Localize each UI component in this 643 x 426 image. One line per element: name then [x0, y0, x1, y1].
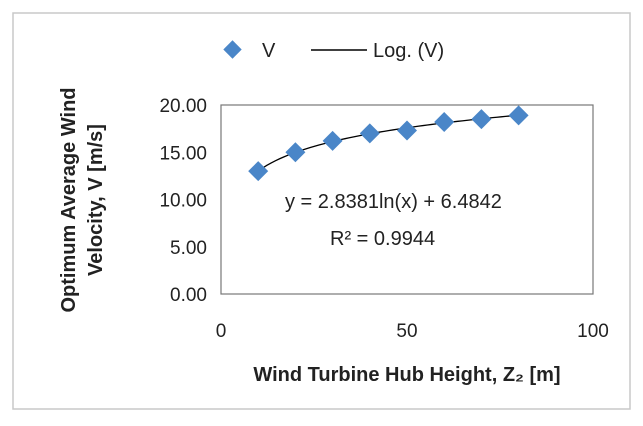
- y-tick-labels: 0.00 5.00 10.00 15.00 20.00: [159, 96, 207, 306]
- legend-log-label: Log. (V): [373, 40, 444, 62]
- data-point-diamond: [434, 112, 455, 133]
- y-axis-title-line1: Optimum Average Wind: [58, 87, 80, 312]
- data-point-diamond: [285, 142, 306, 163]
- legend-v-marker: [223, 40, 242, 59]
- data-point-diamond: [322, 130, 343, 151]
- y-axis-title-line2: Velocity, V [m/s]: [85, 124, 107, 276]
- data-point-diamond: [359, 123, 380, 144]
- x-tick-label: 100: [577, 321, 609, 342]
- y-tick-label: 10.00: [159, 191, 207, 212]
- trendline-equation: y = 2.8381ln(x) + 6.4842: [285, 191, 502, 213]
- legend-v-label: V: [262, 40, 276, 62]
- data-point-diamond: [508, 105, 529, 126]
- x-tick-labels: 0 50 100: [216, 321, 609, 342]
- x-axis-title: Wind Turbine Hub Height, Z₂ [m]: [253, 364, 560, 386]
- x-tick-label: 0: [216, 321, 227, 342]
- y-tick-label: 20.00: [159, 96, 207, 117]
- y-tick-label: 5.00: [170, 238, 207, 259]
- data-point-diamond: [248, 161, 269, 182]
- legend: V Log. (V): [223, 40, 444, 62]
- y-tick-label: 0.00: [170, 285, 207, 306]
- data-points: [248, 105, 529, 182]
- data-point-diamond: [397, 120, 417, 141]
- y-tick-label: 15.00: [159, 143, 207, 164]
- data-point-diamond: [471, 109, 492, 130]
- trendline-r-squared: R² = 0.9944: [330, 228, 435, 250]
- x-tick-label: 50: [396, 321, 417, 342]
